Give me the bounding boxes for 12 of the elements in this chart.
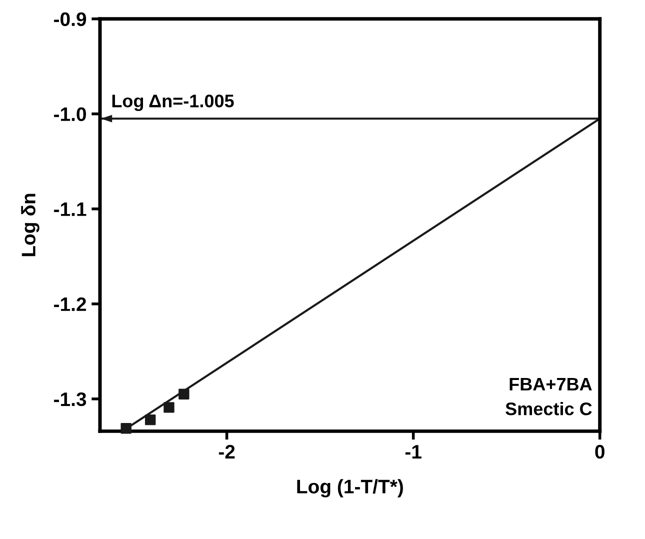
x-tick-label: -1 [405, 445, 422, 458]
x-axis-title: Log (1-T/T*) [297, 479, 403, 498]
ref-line-label: Log Δn=-1.005 [112, 94, 234, 112]
x-tick-label: -2 [218, 444, 235, 458]
y-tick-label: -1.1 [54, 202, 86, 216]
y-tick-label: -0.9 [54, 12, 86, 26]
x-tick-label: 0 [595, 444, 604, 459]
y-tick-label: -1.3 [54, 392, 86, 406]
annotation: FBA+7BA Smectic C [506, 378, 592, 416]
y-tick-label: -1.0 [54, 107, 86, 122]
y-axis-title: Log δn [21, 194, 40, 256]
y-tick-label: -1.2 [54, 297, 86, 311]
